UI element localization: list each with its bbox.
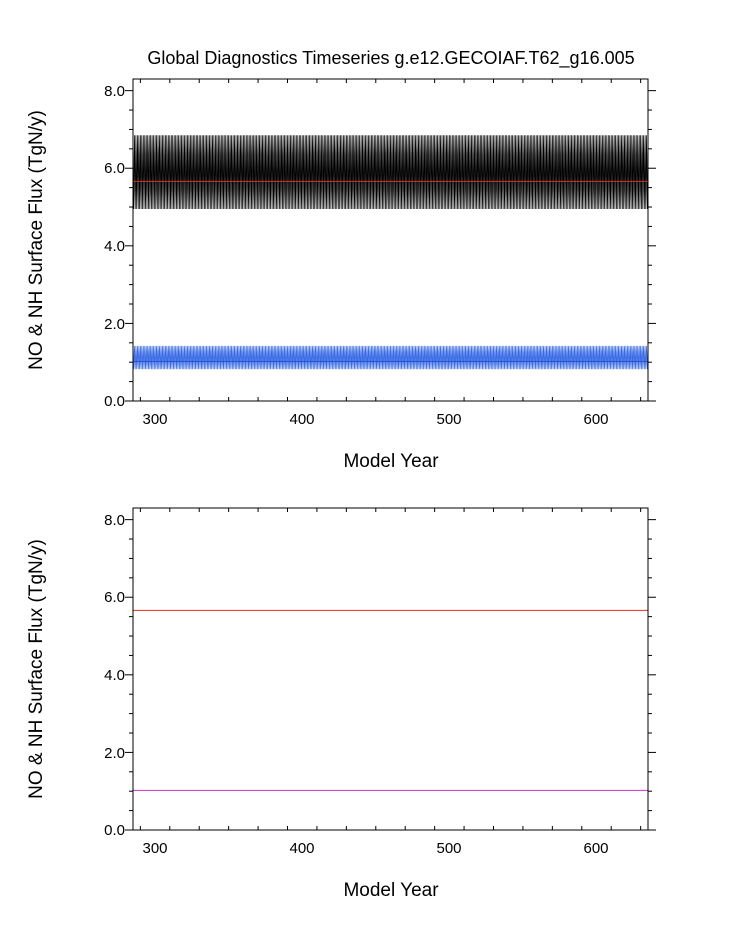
top-series-nh-monthly [132, 345, 649, 370]
bottom-panel: 0.0 2.0 4.0 6.0 8.0 300 400 500 600 Mode… [26, 507, 656, 901]
bottom-ytick-label: 8.0 [104, 512, 125, 529]
top-series-no-monthly [132, 135, 649, 210]
bottom-plot-frame [132, 507, 649, 831]
top-ytick-label: 0.0 [104, 393, 125, 410]
top-panel: 0.0 2.0 4.0 6.0 8.0 300 400 500 600 Mode… [26, 78, 656, 472]
top-x-axis-label: Model Year [343, 451, 439, 472]
bottom-ytick-label: 0.0 [104, 822, 125, 839]
top-y-axis-label: NO & NH Surface Flux (TgN/y) [26, 110, 47, 370]
bottom-ytick-label: 2.0 [104, 745, 125, 762]
top-xtick-label: 300 [142, 411, 167, 428]
bottom-x-axis-label: Model Year [343, 880, 439, 901]
top-ytick-label: 8.0 [104, 83, 125, 100]
bottom-xtick-label: 400 [289, 840, 314, 857]
bottom-ytick-label: 6.0 [104, 589, 125, 606]
top-ytick-label: 4.0 [104, 238, 125, 255]
top-xtick-label: 600 [583, 411, 608, 428]
chart-title: Global Diagnostics Timeseries g.e12.GECO… [147, 48, 634, 69]
top-ytick-label: 2.0 [104, 316, 125, 333]
top-xtick-label: 500 [436, 411, 461, 428]
bottom-xtick-label: 600 [583, 840, 608, 857]
bottom-y-axis-label: NO & NH Surface Flux (TgN/y) [26, 539, 47, 799]
bottom-xtick-label: 300 [142, 840, 167, 857]
bottom-xtick-label: 500 [436, 840, 461, 857]
bottom-ytick-label: 4.0 [104, 667, 125, 684]
top-plot-frame [132, 78, 649, 402]
top-ytick-label: 6.0 [104, 160, 125, 177]
top-xtick-label: 400 [289, 411, 314, 428]
